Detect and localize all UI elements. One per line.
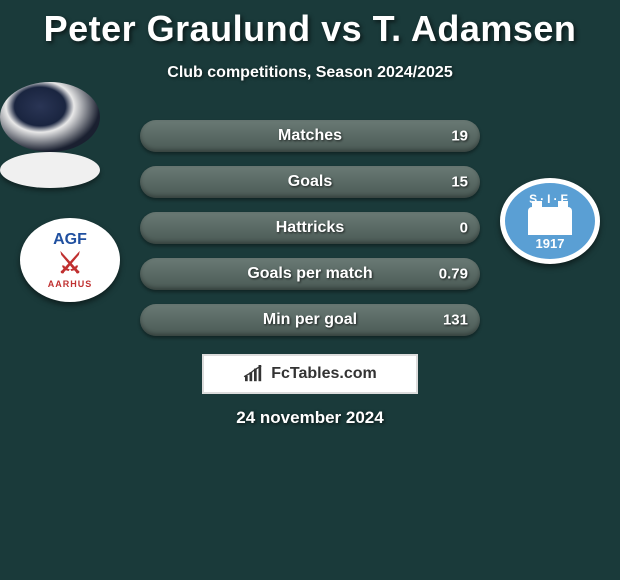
- badge-left-bottom: AARHUS: [48, 280, 93, 289]
- stat-row: Matches 19: [140, 120, 480, 152]
- stat-right-value: 131: [443, 312, 468, 329]
- player-left-avatar: [0, 82, 100, 152]
- stat-right-value: 15: [451, 174, 468, 191]
- brand-label: FcTables.com: [271, 365, 377, 383]
- club-badge-right: S·I·F 1917: [500, 178, 600, 264]
- club-badge-left: AGF ⚔ AARHUS: [20, 218, 120, 302]
- chart-icon: [243, 365, 265, 383]
- stat-row: Min per goal 131: [140, 304, 480, 336]
- stat-row: Hattricks 0: [140, 212, 480, 244]
- stats-bars: Matches 19 Goals 15 Hattricks 0 Goals pe…: [140, 120, 480, 350]
- date-label: 24 november 2024: [0, 408, 620, 428]
- stat-row: Goals 15: [140, 166, 480, 198]
- stat-label: Goals per match: [140, 265, 480, 283]
- badge-right-castle-icon: [528, 207, 572, 235]
- stat-label: Goals: [140, 173, 480, 191]
- stat-right-value: 0.79: [439, 266, 468, 283]
- badge-left-crest-icon: ⚔: [57, 250, 82, 278]
- stat-right-value: 19: [451, 128, 468, 145]
- badge-left-top: AGF: [53, 232, 87, 248]
- stat-row: Goals per match 0.79: [140, 258, 480, 290]
- page-title: Peter Graulund vs T. Adamsen: [0, 0, 620, 50]
- stat-label: Matches: [140, 127, 480, 145]
- brand-box[interactable]: FcTables.com: [202, 354, 418, 394]
- subtitle: Club competitions, Season 2024/2025: [0, 64, 620, 82]
- player-right-avatar: [0, 152, 100, 188]
- stat-label: Hattricks: [140, 219, 480, 237]
- stat-right-value: 0: [460, 220, 468, 237]
- stat-label: Min per goal: [140, 311, 480, 329]
- badge-right-year: 1917: [536, 237, 565, 250]
